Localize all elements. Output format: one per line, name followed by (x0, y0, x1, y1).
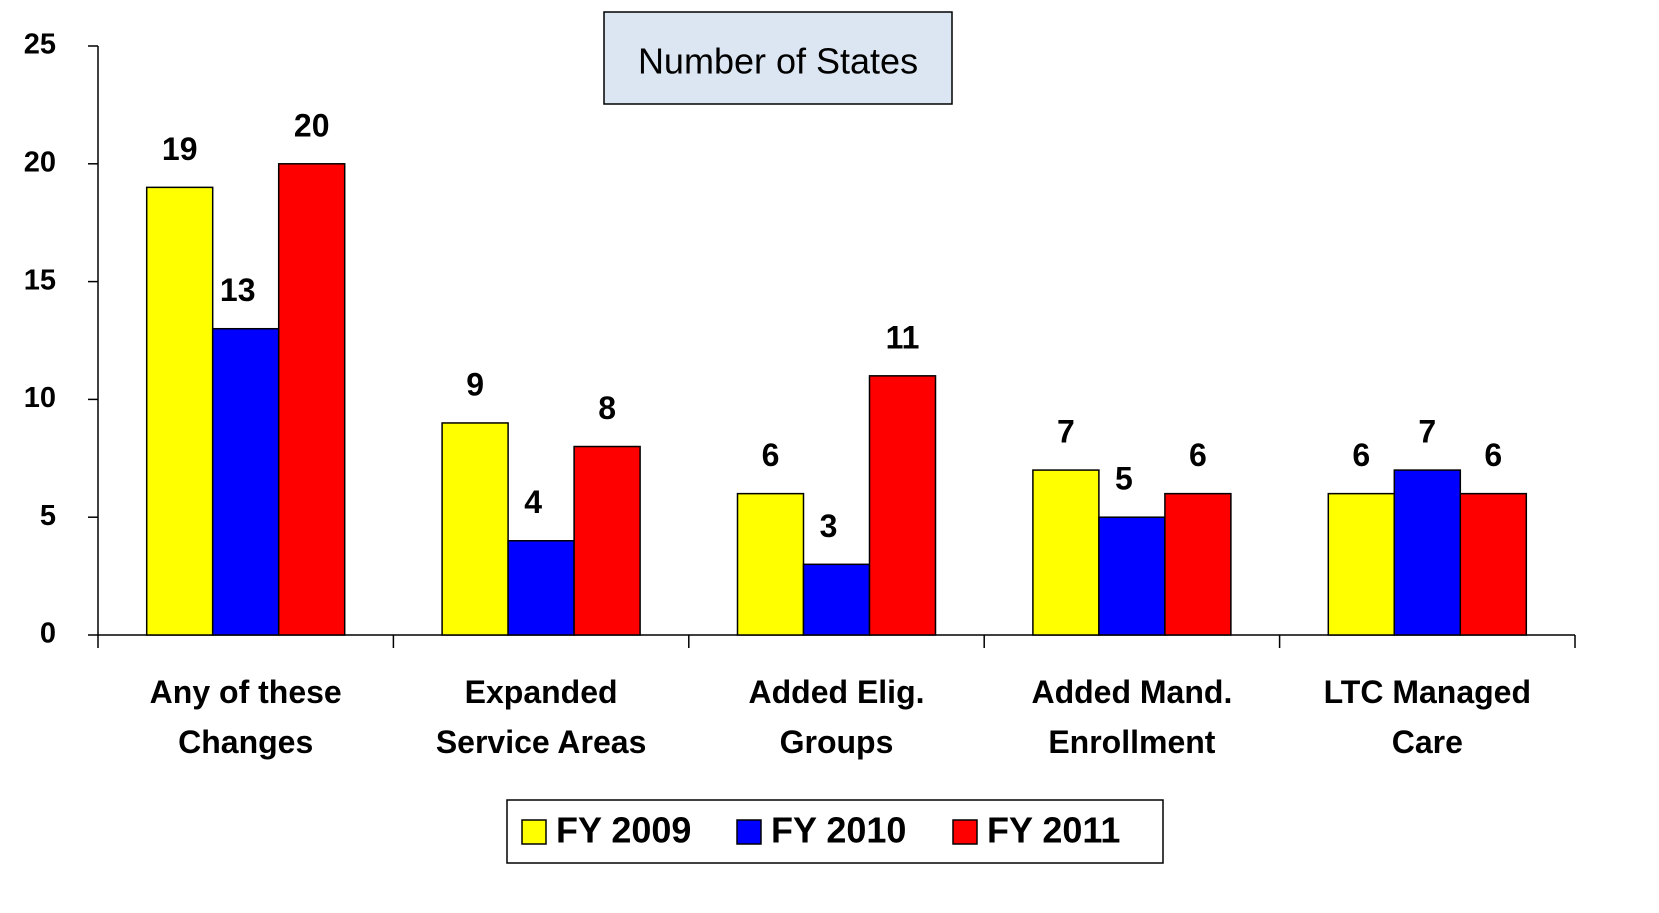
bar (1327, 492, 1396, 636)
x-tick-label: Added Elig. Groups (749, 674, 925, 760)
value-label: 19 (162, 131, 198, 167)
value-label: 3 (820, 508, 838, 544)
bar (802, 563, 871, 636)
bar (145, 186, 214, 636)
bar (441, 422, 509, 636)
legend-label: FY 2010 (771, 810, 906, 851)
bar (1164, 492, 1232, 636)
value-label: 6 (1352, 437, 1370, 473)
bar (868, 375, 937, 636)
legend-swatch (521, 819, 547, 845)
y-tick-label: 0 (40, 618, 56, 650)
chart-title: Number of States (638, 41, 918, 82)
value-label: 13 (220, 272, 256, 308)
value-label: 6 (1189, 437, 1207, 473)
y-tick-label: 25 (24, 29, 56, 61)
y-tick-label: 10 (24, 382, 56, 414)
legend-swatch (952, 819, 978, 845)
bar (1098, 516, 1166, 636)
value-label: 7 (1057, 414, 1075, 450)
bar (736, 492, 805, 636)
value-label: 6 (762, 437, 780, 473)
x-tick-label: Any of these Changes (150, 674, 342, 760)
x-tick-label: Expanded Service Areas (436, 674, 647, 760)
value-label: 8 (598, 390, 616, 426)
legend-swatch (736, 819, 762, 845)
x-tick-label: Added Mand. Enrollment (1031, 674, 1232, 760)
y-tick-label: 5 (40, 500, 56, 532)
value-label: 4 (524, 484, 542, 520)
y-tick-label: 20 (24, 146, 56, 178)
value-label: 7 (1418, 414, 1436, 450)
title-box (603, 11, 953, 105)
bar (507, 540, 575, 636)
bar (1032, 469, 1100, 636)
value-label: 20 (294, 107, 330, 143)
legend-box (506, 799, 1164, 864)
bar (1459, 492, 1528, 636)
y-tick-label: 15 (24, 264, 56, 296)
legend-label: FY 2011 (987, 810, 1120, 851)
bar (573, 445, 641, 636)
value-label: 11 (886, 319, 920, 355)
legend-label: FY 2009 (556, 810, 691, 851)
bar (277, 163, 346, 636)
value-label: 5 (1115, 461, 1133, 497)
value-label: 9 (466, 366, 484, 402)
bar (1393, 469, 1462, 636)
x-tick-label: LTC Managed Care (1324, 674, 1531, 760)
value-label: 6 (1484, 437, 1502, 473)
bar (211, 327, 280, 636)
